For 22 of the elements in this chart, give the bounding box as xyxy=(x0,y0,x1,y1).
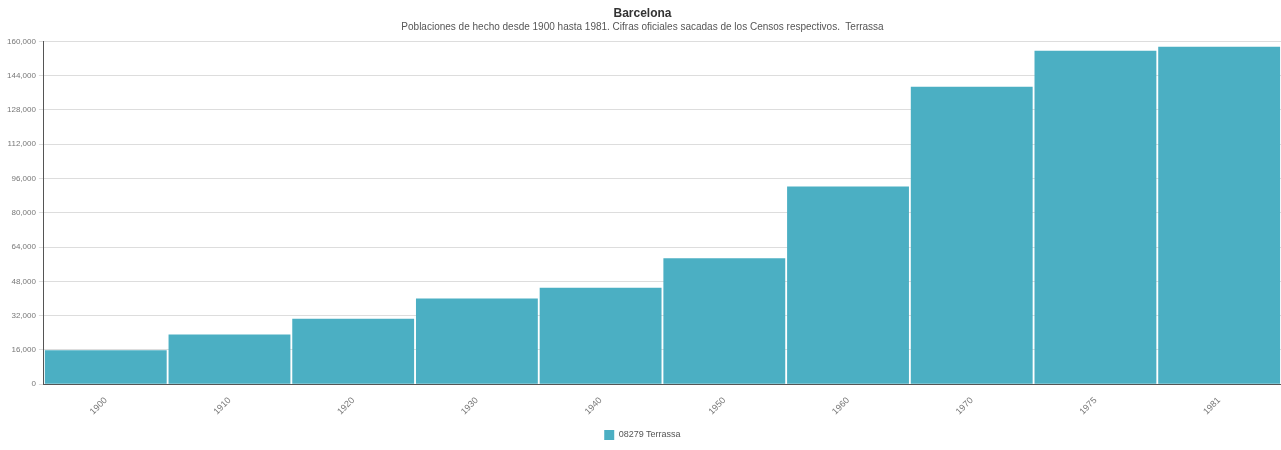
y-tick-label: 128,000 xyxy=(7,105,37,115)
y-tick-label: 32,000 xyxy=(11,310,37,320)
bar xyxy=(44,350,167,384)
y-tick-label: 64,000 xyxy=(11,242,37,252)
y-tick-label: 0 xyxy=(31,379,37,389)
bar xyxy=(415,298,538,384)
bar xyxy=(1034,50,1157,384)
chart-title: Barcelona xyxy=(613,5,672,20)
y-tick-label: 112,000 xyxy=(7,139,37,149)
y-tick-label: 96,000 xyxy=(11,173,37,183)
chart-subtitle: Poblaciones de hecho desde 1900 hasta 1981. Cifras oficiales sacadas de los Censos respectivos. Terrassa xyxy=(401,21,885,33)
bar xyxy=(292,318,415,384)
y-tick-label: 80,000 xyxy=(11,208,37,218)
y-tick-label: 48,000 xyxy=(11,276,37,286)
bar xyxy=(910,86,1033,384)
bar xyxy=(1158,46,1281,384)
bar xyxy=(787,186,909,384)
legend-label: 08279 Terrassa xyxy=(618,429,681,440)
y-tick-label: 16,000 xyxy=(11,345,37,355)
y-tick-label: 144,000 xyxy=(7,70,37,80)
y-tick-label: 160,000 xyxy=(7,36,37,46)
bar xyxy=(168,334,291,384)
